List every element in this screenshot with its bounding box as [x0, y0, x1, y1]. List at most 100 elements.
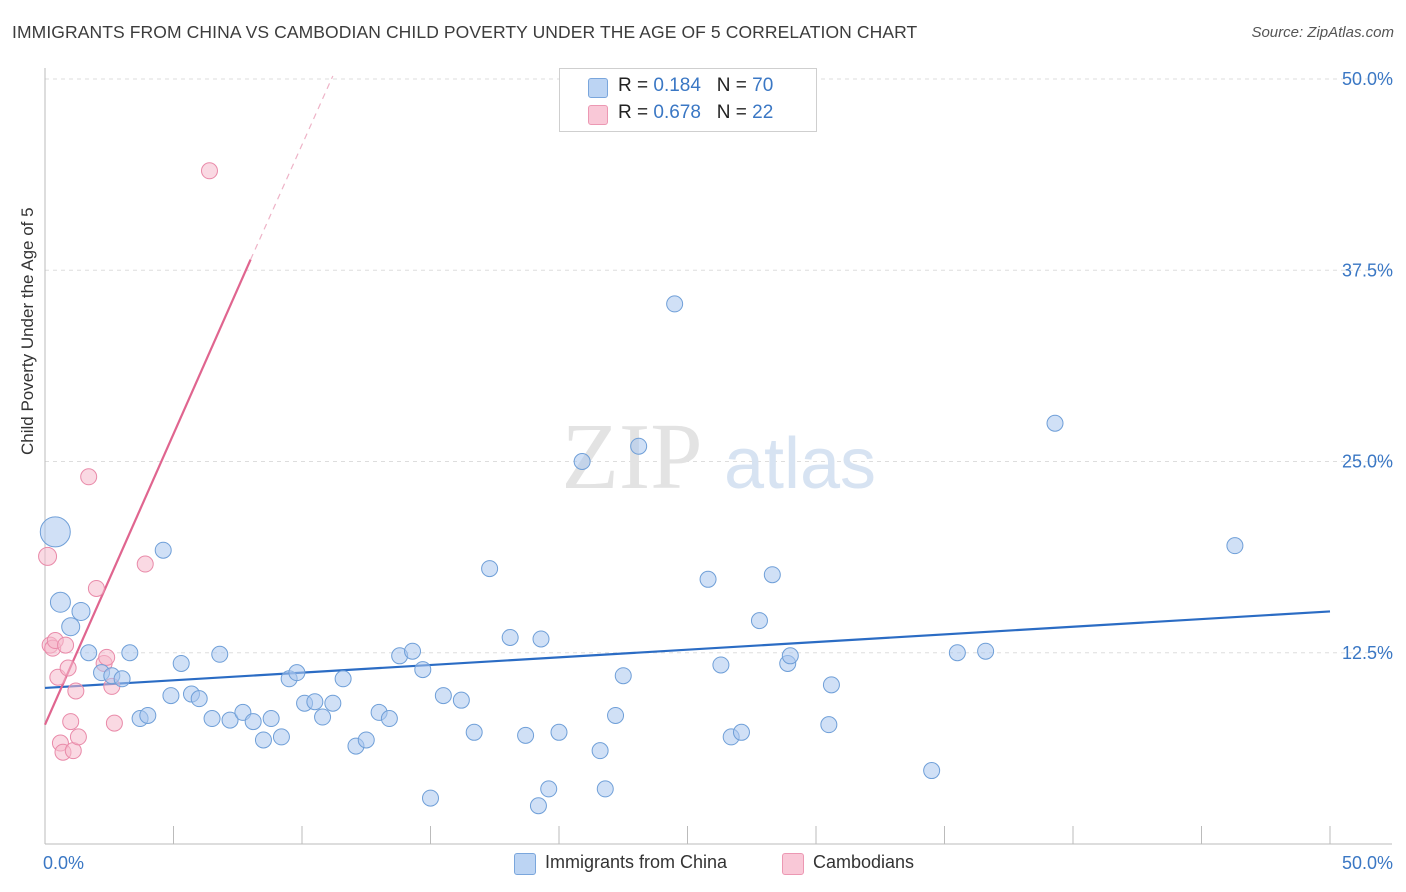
legend-swatch-cambodian — [588, 105, 608, 125]
x-tick-label-min: 0.0% — [43, 853, 84, 873]
china-point-1 — [49, 591, 71, 613]
china-point-41 — [465, 723, 483, 741]
cambodian-points — [38, 162, 218, 761]
china-point-64 — [822, 676, 840, 694]
cambodian-point-13 — [80, 468, 98, 486]
bottom-legend-label-china: Immigrants from China — [545, 852, 728, 872]
correlation-legend: R = 0.184 N = 70 R = 0.678 N = 22 — [559, 68, 817, 132]
legend-text-china: R = 0.184 N = 70 — [618, 75, 773, 97]
source-label: Source: ZipAtlas.com — [1251, 24, 1394, 41]
axes — [44, 68, 1392, 845]
china-point-12 — [162, 687, 180, 705]
china-point-2 — [61, 617, 81, 637]
china-point-25 — [288, 664, 306, 682]
china-point-42 — [481, 560, 499, 578]
china-point-11 — [154, 541, 172, 559]
legend-n-label: N = — [716, 75, 753, 96]
cambodian-point-12 — [69, 728, 87, 746]
china-point-63 — [781, 647, 799, 665]
y-tick-label-3: 50.0% — [1342, 69, 1393, 89]
china-point-7 — [113, 670, 131, 688]
china-point-69 — [1046, 414, 1064, 432]
trend-line-cambodian — [43, 259, 252, 726]
cambodian-point-9 — [62, 713, 80, 731]
china-point-51 — [596, 780, 614, 798]
china-point-61 — [763, 566, 781, 584]
china-point-60 — [750, 612, 768, 630]
legend-n-value: 70 — [752, 75, 774, 96]
china-point-67 — [948, 644, 966, 662]
china-point-43 — [501, 628, 519, 646]
china-point-53 — [614, 667, 632, 685]
cambodian-point-16 — [98, 648, 116, 666]
trend-line-cambodian-extension — [250, 75, 334, 260]
cambodian-point-11 — [67, 682, 85, 700]
china-point-29 — [324, 694, 342, 712]
chart-title: IMMIGRANTS FROM CHINA VS CAMBODIAN CHILD… — [12, 22, 918, 42]
china-point-52 — [607, 706, 625, 724]
china-point-44 — [517, 726, 535, 744]
legend-r-value: 0.184 — [653, 75, 701, 96]
china-point-16 — [203, 710, 221, 728]
china-point-0 — [39, 516, 71, 548]
legend-text-cambodian: R = 0.678 N = 22 — [618, 102, 773, 124]
watermark-atlas: atlas — [724, 424, 876, 504]
y-axis-label: Child Poverty Under the Age of 5 — [18, 207, 37, 455]
china-point-30 — [334, 670, 352, 688]
china-point-39 — [434, 687, 452, 705]
cambodian-point-0 — [38, 546, 58, 566]
y-tick-label-1: 25.0% — [1342, 452, 1393, 472]
china-point-8 — [121, 644, 139, 662]
tick-labels: 12.5% 25.0% 37.5% 50.0% 0.0% 50.0% — [43, 69, 1393, 873]
china-point-23 — [272, 728, 290, 746]
china-point-47 — [532, 630, 550, 648]
bottom-legend-label-cambodian: Cambodians — [813, 852, 915, 872]
bottom-legend-swatch-china — [514, 853, 536, 875]
china-point-27 — [306, 693, 324, 711]
cambodian-point-20 — [200, 162, 218, 180]
china-point-57 — [712, 656, 730, 674]
china-point-22 — [262, 710, 280, 728]
china-point-36 — [404, 642, 422, 660]
cambodian-point-18 — [105, 714, 123, 732]
china-point-48 — [550, 723, 568, 741]
china-point-40 — [452, 691, 470, 709]
china-point-49 — [573, 453, 591, 470]
cambodian-point-19 — [136, 555, 154, 573]
x-tick-label-max: 50.0% — [1342, 853, 1393, 873]
china-point-32 — [357, 731, 375, 749]
china-point-28 — [314, 708, 332, 726]
y-tick-label-0: 12.5% — [1342, 643, 1393, 663]
cambodian-point-8 — [59, 659, 77, 677]
watermark: ZIP atlas — [562, 405, 877, 509]
china-point-13 — [172, 654, 190, 672]
china-point-15 — [190, 690, 208, 708]
china-point-46 — [540, 780, 558, 798]
china-point-34 — [380, 710, 398, 728]
china-point-59 — [732, 723, 750, 741]
trend-line-china — [44, 610, 1331, 690]
china-point-70 — [1226, 537, 1244, 555]
china-points — [39, 295, 1244, 815]
china-point-54 — [630, 437, 648, 455]
china-point-18 — [221, 711, 239, 729]
china-point-3 — [71, 601, 91, 621]
y-tick-label-2: 37.5% — [1342, 260, 1393, 280]
china-point-38 — [422, 789, 439, 807]
china-point-4 — [80, 644, 98, 662]
china-point-10 — [139, 706, 157, 724]
legend-swatch-china — [588, 78, 608, 98]
china-point-45 — [529, 797, 547, 815]
china-point-21 — [254, 731, 272, 749]
legend-r-label: R = — [618, 75, 654, 96]
trend-lines — [43, 75, 1331, 726]
china-point-17 — [211, 645, 229, 663]
legend-n-value: 22 — [752, 102, 774, 123]
china-point-56 — [699, 570, 717, 588]
china-point-68 — [977, 642, 995, 660]
china-point-55 — [666, 295, 684, 313]
china-point-37 — [414, 661, 432, 679]
china-point-50 — [591, 742, 609, 760]
legend-n-label: N = — [716, 102, 753, 123]
